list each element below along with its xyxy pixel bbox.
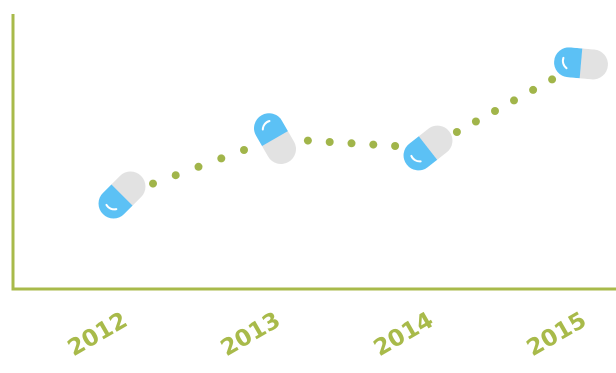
line-dot bbox=[548, 75, 557, 84]
line-dot bbox=[194, 162, 203, 171]
data-markers bbox=[92, 46, 610, 225]
line-dot bbox=[217, 154, 226, 163]
line-dot bbox=[171, 171, 180, 180]
line-dot bbox=[240, 146, 248, 154]
x-tick-label: 2014 bbox=[370, 307, 438, 362]
line-dot bbox=[149, 179, 157, 188]
capsule-pill-icon bbox=[397, 119, 459, 177]
line-dot bbox=[369, 140, 378, 149]
capsule-pill-icon bbox=[552, 46, 610, 81]
capsule-pill-icon bbox=[248, 107, 302, 170]
line-dot bbox=[347, 139, 356, 148]
x-tick-label: 2015 bbox=[523, 307, 591, 362]
line-dot bbox=[529, 85, 538, 94]
line-dot bbox=[491, 107, 499, 115]
x-tick-labels: 2012 2013 2014 2015 bbox=[64, 307, 591, 362]
line-dot bbox=[510, 96, 518, 105]
line-dot bbox=[452, 128, 461, 136]
line-dot bbox=[471, 117, 480, 126]
series-line bbox=[149, 75, 557, 188]
line-dot bbox=[303, 136, 312, 145]
line-dot bbox=[391, 142, 400, 150]
line-dot bbox=[325, 138, 334, 146]
x-tick-label: 2013 bbox=[217, 307, 285, 362]
capsule-pill-icon bbox=[92, 165, 152, 225]
x-tick-label: 2012 bbox=[64, 307, 132, 362]
